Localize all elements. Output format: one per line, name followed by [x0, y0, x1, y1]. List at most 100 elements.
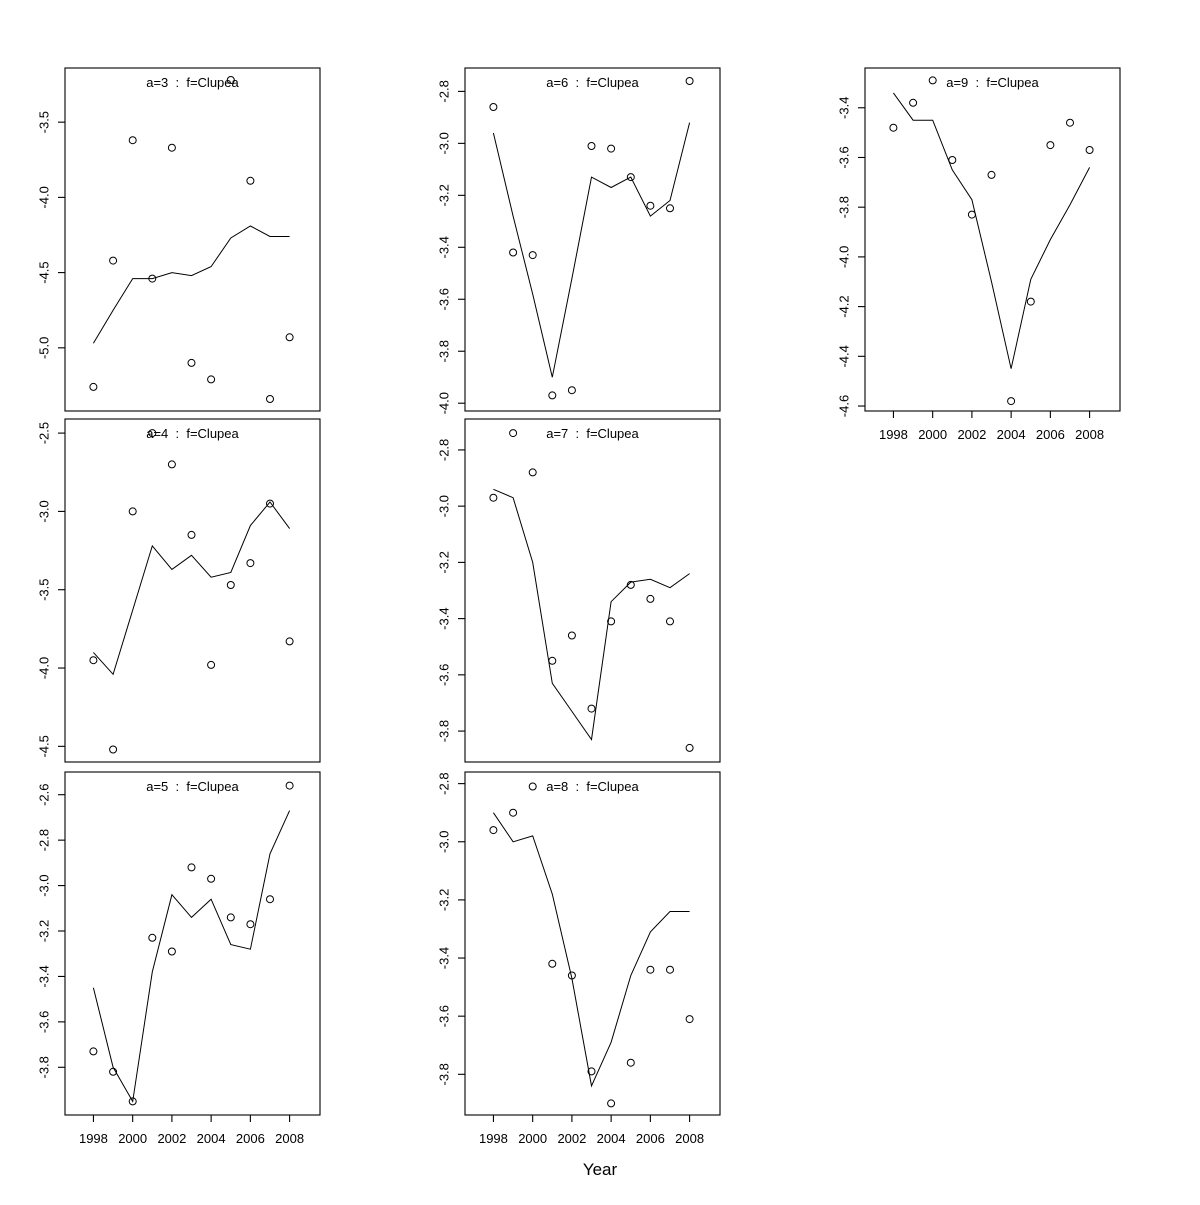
data-point	[109, 745, 118, 754]
x-tick-label: 2004	[997, 427, 1026, 442]
data-point	[666, 965, 674, 974]
data-point	[109, 1067, 118, 1076]
panel-title: a=8 : f=Clupea	[546, 779, 639, 794]
fit-line	[492, 122, 691, 378]
data-point	[626, 173, 635, 182]
data-point	[266, 895, 274, 904]
y-tick-label: -3.5	[36, 579, 51, 601]
data-point	[187, 358, 196, 367]
data-point	[509, 808, 518, 817]
y-tick-label: -2.8	[436, 772, 451, 794]
x-tick-label: 2002	[157, 1131, 186, 1146]
data-point	[587, 704, 596, 713]
data-point	[1066, 118, 1074, 127]
y-tick-label: -3.0	[436, 132, 451, 154]
data-point	[207, 874, 216, 883]
data-point	[246, 176, 255, 185]
data-point	[167, 143, 176, 152]
x-tick-label: 2008	[275, 1131, 304, 1146]
data-point	[666, 204, 674, 213]
fit-line	[492, 812, 690, 1088]
data-point	[626, 1058, 635, 1067]
data-point	[489, 103, 498, 111]
panel-a8: -2.8 -3.0 -3.2 -3.4 -3.6 -3.8 1998 2000 2002 2004…	[436, 771, 721, 1146]
x-tick-label: 2008	[675, 1131, 704, 1146]
data-point	[928, 76, 937, 85]
y-tick-label: -3.4	[436, 947, 451, 969]
data-point	[1026, 297, 1035, 306]
y-tick-label: -2.6	[36, 784, 51, 806]
data-point	[489, 826, 498, 835]
data-point	[607, 1099, 616, 1108]
panel-border	[464, 418, 721, 763]
data-point	[587, 1067, 596, 1076]
x-tick-label: 2004	[197, 1131, 226, 1146]
x-tick-label: 1998	[479, 1131, 508, 1146]
data-point	[246, 559, 255, 568]
data-point	[587, 142, 596, 150]
data-point	[528, 782, 537, 791]
y-tick-label: -3.0	[36, 500, 51, 522]
panel-a6: -2.8 -3.0 -3.2 -3.4 -3.6 -3.8 -4.0 a=6 : f=Clup…	[436, 67, 721, 414]
panel-a3: -3.5 -4.0 -4.5 -5.0 a=3 : f=Clupea	[36, 67, 321, 412]
y-tick-label: -3.0	[36, 874, 51, 896]
x-tick-label: 2002	[557, 1131, 586, 1146]
data-point	[646, 201, 655, 210]
data-point	[89, 1047, 98, 1056]
data-point	[548, 391, 557, 400]
y-tick-label: -2.8	[436, 80, 451, 102]
y-tick-label: -4.5	[36, 735, 51, 757]
panel-border	[64, 67, 321, 412]
data-point	[548, 656, 557, 665]
y-tick-label: -3.6	[436, 664, 451, 686]
x-tick-label: 1998	[879, 427, 908, 442]
y-tick-label: -4.0	[36, 186, 51, 208]
panel-title: a=5 : f=Clupea	[146, 779, 239, 794]
y-tick-label: -4.5	[36, 261, 51, 283]
y-tick-label: -3.4	[436, 236, 451, 258]
data-point	[666, 617, 674, 626]
panel-title: a=6 : f=Clupea	[546, 75, 639, 90]
data-point	[889, 123, 898, 132]
data-point	[128, 507, 137, 516]
x-tick-label: 2006	[636, 1131, 665, 1146]
fit-line	[92, 225, 290, 344]
y-tick-label: -3.8	[436, 1063, 451, 1085]
data-point	[226, 913, 235, 922]
y-tick-label: -3.4	[436, 607, 451, 629]
x-tick-label: 2004	[597, 1131, 626, 1146]
y-tick-label: -3.4	[36, 965, 51, 987]
data-point	[285, 637, 294, 646]
y-tick-label: -2.5	[36, 422, 51, 444]
data-point	[567, 386, 576, 395]
panel-title: a=4 : f=Clupea	[146, 426, 239, 441]
y-tick-label: -4.4	[836, 345, 851, 367]
data-point	[226, 581, 235, 589]
data-point	[607, 617, 616, 626]
data-point	[685, 1015, 694, 1024]
fit-line	[493, 488, 690, 741]
x-axis-title: Year	[582, 1160, 618, 1179]
data-point	[266, 499, 274, 508]
y-tick-label: -4.2	[836, 295, 851, 317]
y-tick-label: -3.6	[36, 1011, 51, 1033]
data-point	[909, 98, 918, 107]
data-point	[646, 594, 655, 603]
data-point	[148, 933, 157, 942]
fit-line	[92, 810, 291, 1103]
data-point	[607, 144, 616, 153]
data-point	[207, 375, 216, 384]
panel-title: a=9 : f=Clupea	[946, 75, 1039, 90]
data-point	[167, 460, 176, 469]
panel-a5: -2.6 -2.8 -3.0 -3.2 -3.4 -3.6 -3.8 1998 2000 2002…	[36, 771, 321, 1146]
fit-line	[892, 92, 1091, 369]
panel-a9: -3.4 -3.6 -3.8 -4.0 -4.2 -4.4 -4.6 1998 2000 2002…	[836, 67, 1121, 442]
data-point	[89, 382, 98, 391]
y-tick-label: -3.0	[436, 831, 451, 853]
x-tick-label: 2000	[118, 1131, 147, 1146]
data-point	[626, 580, 635, 589]
fit-line	[93, 501, 291, 676]
panel-a4: -2.5 -3.0 -3.5 -4.0 -4.5 a=4 : f=Clupea	[36, 418, 321, 763]
data-point	[128, 1097, 137, 1106]
